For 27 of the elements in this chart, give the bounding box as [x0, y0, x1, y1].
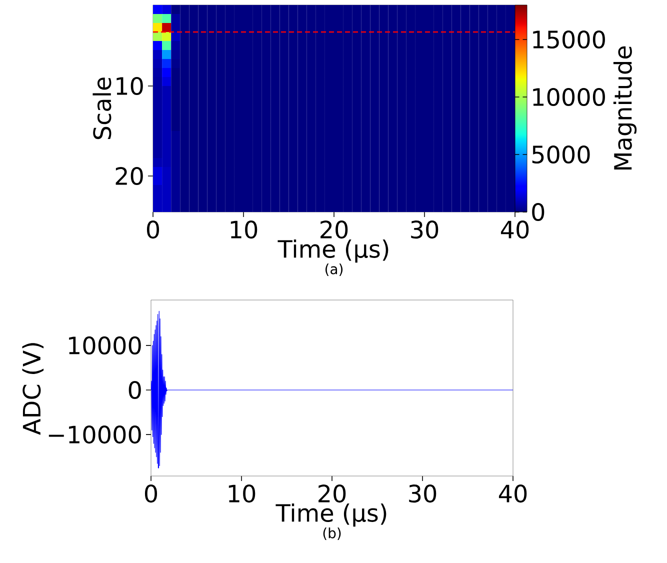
y-tick-label: −10000: [48, 426, 141, 444]
y-tick-label: 20: [116, 166, 143, 186]
x-tick-label: 10: [228, 484, 256, 503]
text: (a): [325, 264, 343, 276]
x-tick-label: 0: [144, 484, 158, 503]
x-tick-label: 20: [318, 484, 346, 503]
color-bar-label: 15000: [533, 30, 605, 49]
color-bar-label: 10000: [533, 88, 605, 106]
y-tick-label: 0: [128, 380, 141, 400]
y-axis-title: ADC (V): [22, 343, 44, 435]
x-axis-title: Time (µs): [278, 239, 388, 263]
color-bar-label: 0: [532, 202, 544, 222]
text: (b): [323, 528, 341, 540]
color-bar-title: Magnitude: [613, 46, 637, 170]
y-axis-title: Scale: [92, 78, 112, 140]
x-tick-label: 10: [230, 220, 258, 239]
color-bar-label: 5000: [532, 145, 590, 164]
x-tick-label: 30: [411, 220, 438, 239]
x-axis-title: Time (µs): [276, 503, 386, 527]
y-tick-label: 10: [116, 76, 143, 96]
x-tick-label: 40: [500, 220, 529, 239]
x-tick-label: 30: [409, 484, 436, 503]
x-tick-label: 40: [498, 484, 527, 503]
x-tick-label: 20: [320, 220, 348, 239]
x-tick-label: 0: [146, 220, 160, 239]
y-tick-label: 10000: [69, 336, 141, 354]
line-series: [151, 310, 513, 468]
